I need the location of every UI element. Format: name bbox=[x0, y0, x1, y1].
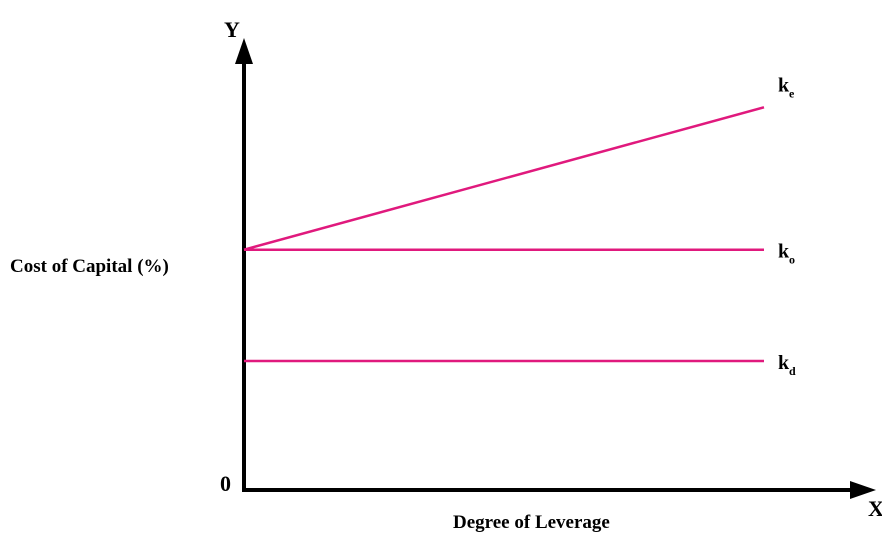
x-axis-arrow bbox=[850, 481, 876, 499]
y-axis-arrow bbox=[235, 38, 253, 64]
y-axis-letter: Y bbox=[224, 17, 240, 42]
series-label-subscript-k-d: d bbox=[789, 364, 796, 378]
axes bbox=[235, 38, 876, 499]
series-label-k-d: k bbox=[778, 352, 790, 374]
origin-label: 0 bbox=[220, 471, 231, 496]
series-label-k-o: k bbox=[778, 241, 790, 263]
series-lines bbox=[243, 106, 765, 363]
series-label-subscript-k-e: e bbox=[789, 86, 795, 100]
x-axis-letter: X bbox=[868, 496, 882, 521]
series-label-k-e: k bbox=[778, 74, 790, 96]
series-line-k-e bbox=[243, 106, 765, 251]
x-axis-label: Degree of Leverage bbox=[453, 512, 610, 533]
series-label-subscript-k-o: o bbox=[789, 253, 795, 267]
series-labels: k ek ok d bbox=[778, 74, 796, 378]
y-axis-label: Cost of Capital (%) bbox=[10, 256, 169, 277]
